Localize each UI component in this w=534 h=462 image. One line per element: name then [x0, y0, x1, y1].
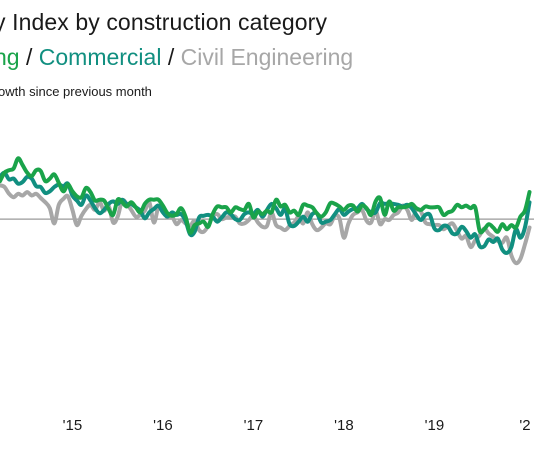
chart-subtitle: owth since previous month [0, 84, 152, 99]
x-tick-label: '17 [244, 417, 264, 434]
x-axis: '15 '16 '17 '18 '19 '2 [63, 417, 531, 434]
chart-title: y Index by construction category [0, 9, 328, 35]
series-line-building [0, 156, 532, 235]
legend-separator: / [19, 44, 39, 70]
legend: ng / Commercial / Civil Engineering [0, 44, 353, 71]
legend-label-civil-engineering: Civil Engineering [180, 44, 354, 70]
x-tick-label: '18 [334, 417, 354, 434]
legend-separator: / [161, 44, 181, 70]
legend-label-building: ng [0, 44, 20, 70]
series-group [0, 156, 532, 266]
legend-label-commercial: Commercial [38, 44, 162, 70]
x-tick-label: '19 [425, 417, 445, 434]
x-tick-label: '15 [63, 417, 83, 434]
x-tick-label: '16 [153, 417, 173, 434]
x-tick-label: '2 [519, 417, 530, 434]
